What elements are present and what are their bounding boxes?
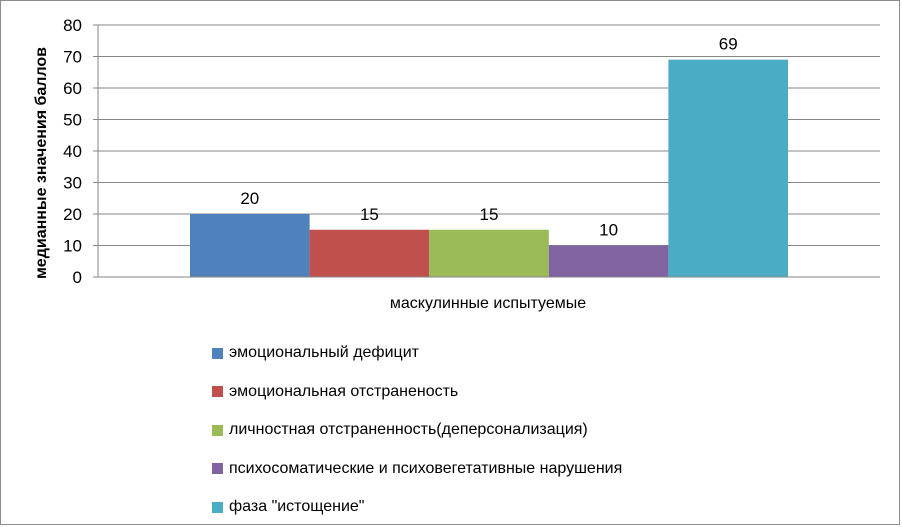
legend-item: эмоциональный дефицит (212, 334, 772, 373)
legend-swatch-depersonalization (212, 424, 223, 436)
y-tick-label: 80 (63, 16, 82, 35)
legend: эмоциональный дефицит эмоциональная отст… (212, 334, 772, 527)
legend-item: психосоматические и психовегетативные на… (212, 450, 772, 489)
legend-swatch-emotional-deficit (212, 347, 223, 359)
bar (309, 229, 430, 277)
legend-swatch-exhaustion-phase (212, 501, 223, 513)
y-tick-label: 30 (63, 174, 82, 193)
y-axis-label: медианные значения баллов (33, 47, 50, 279)
y-tick-label: 0 (73, 268, 82, 287)
data-label: 20 (240, 189, 259, 208)
legend-item: личностная отстраненность(деперсонализац… (212, 411, 772, 450)
bars (190, 59, 788, 278)
legend-label: психосоматические и психовегетативные на… (229, 459, 623, 477)
legend-label: личностная отстраненность(деперсонализац… (229, 421, 588, 439)
data-label: 15 (480, 205, 499, 224)
data-label: 15 (360, 205, 379, 224)
y-tick-label: 50 (63, 111, 82, 130)
legend-swatch-psychosomatic (212, 463, 223, 475)
bar (548, 245, 669, 277)
bar (668, 59, 788, 278)
legend-swatch-emotional-detachment (212, 386, 223, 398)
y-tick-label: 60 (63, 79, 82, 98)
y-tick-label: 70 (63, 48, 82, 67)
y-tick-label: 40 (63, 142, 82, 161)
data-label: 69 (719, 35, 738, 54)
legend-label: эмоциональная отстраненость (229, 382, 459, 400)
x-category-label: маскулинные испытуемые (390, 295, 586, 312)
bar (429, 229, 549, 277)
y-tick-label: 10 (63, 237, 82, 256)
y-tick-label: 20 (63, 205, 82, 224)
y-axis-ticks: 0 10 20 30 40 50 60 70 80 (63, 16, 98, 287)
data-label: 10 (599, 221, 618, 240)
legend-label: эмоциональный дефицит (229, 344, 419, 362)
legend-label: фаза "истощение" (229, 498, 365, 516)
legend-item: фаза "истощение" (212, 488, 772, 527)
legend-item: эмоциональная отстраненость (212, 373, 772, 412)
bar (190, 214, 310, 277)
data-labels: 20 15 15 10 69 (240, 35, 737, 240)
